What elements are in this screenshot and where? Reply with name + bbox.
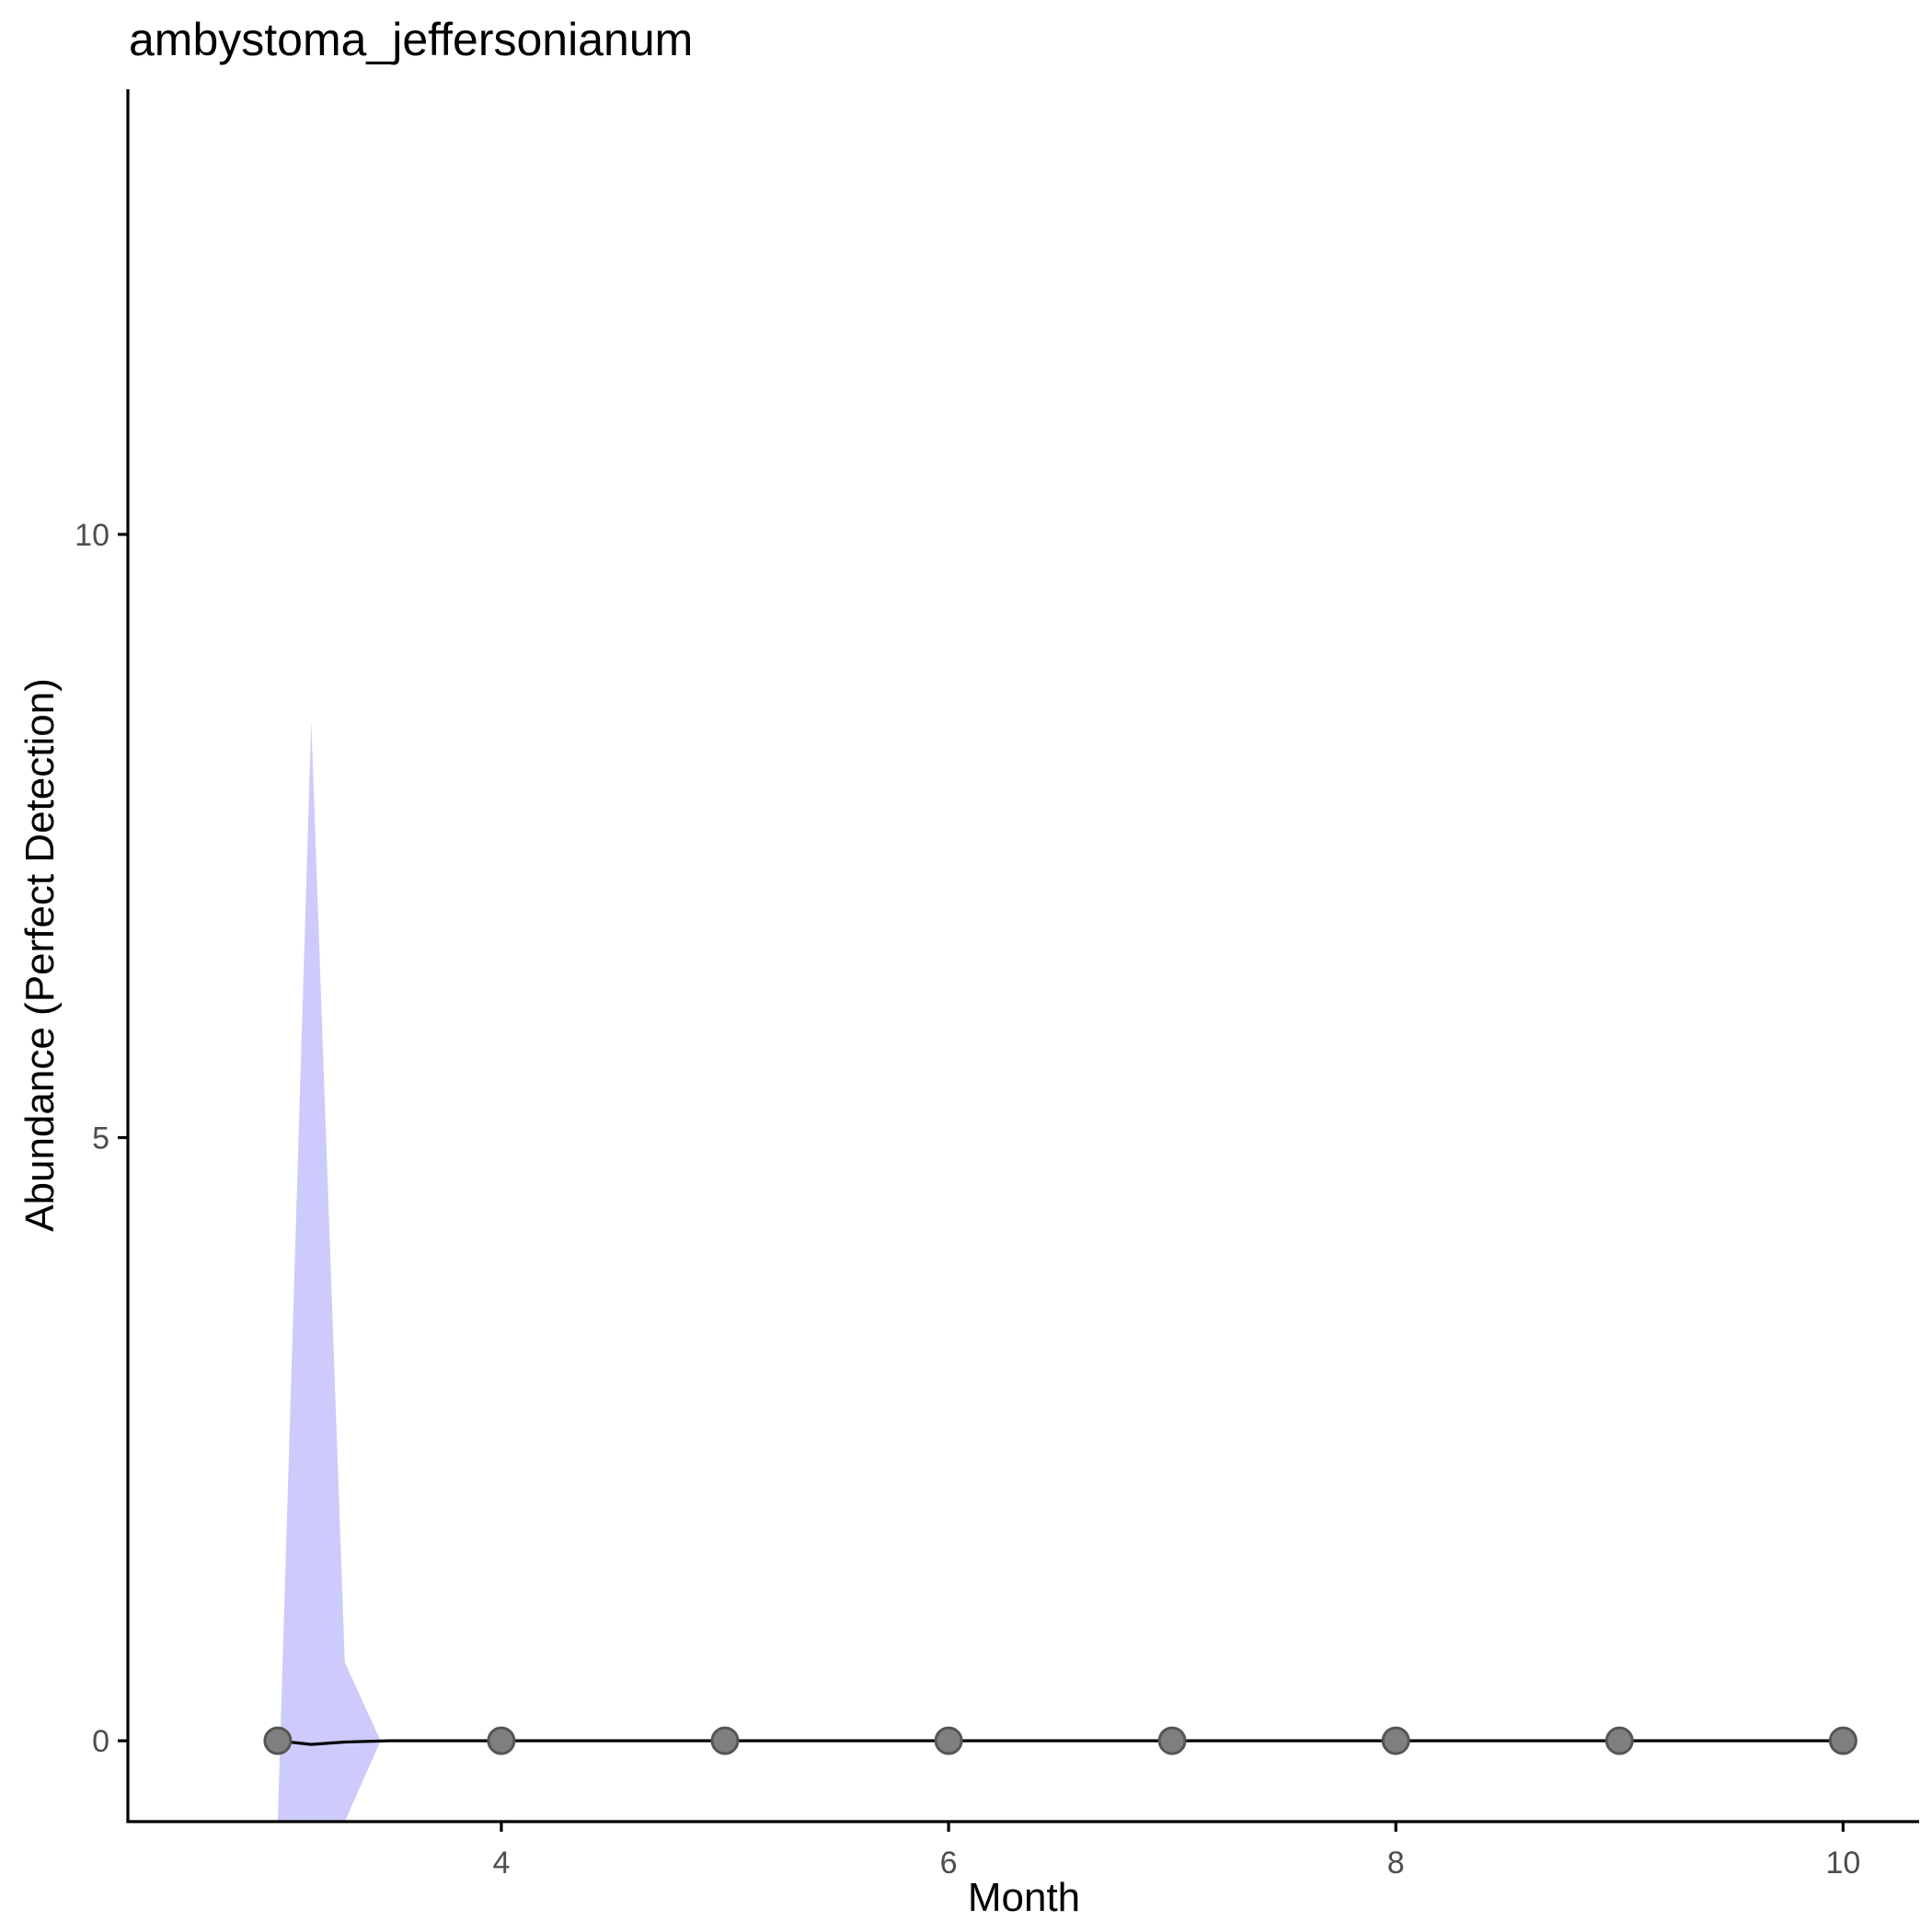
chart-title: ambystoma_jeffersonianum	[129, 14, 693, 65]
axes	[126, 89, 1919, 1823]
x-tick-label: 8	[1387, 1846, 1405, 1880]
plot-area	[263, 721, 1857, 1822]
y-tick-label: 10	[75, 518, 109, 553]
y-tick-label: 0	[92, 1724, 109, 1759]
data-point	[263, 1726, 293, 1755]
data-point	[710, 1726, 740, 1755]
ticks: 4 6 8 10 0 5 10	[75, 518, 1860, 1880]
x-tick-label: 6	[940, 1846, 958, 1880]
data-point	[1604, 1726, 1634, 1755]
data-point	[487, 1726, 516, 1755]
fit-line	[277, 1739, 1844, 1746]
x-tick-label: 4	[492, 1846, 510, 1880]
data-point	[1157, 1726, 1187, 1755]
data-point	[1381, 1726, 1410, 1755]
confidence-ribbon	[277, 721, 412, 1822]
y-axis-title: Abundance (Perfect Detection)	[17, 678, 63, 1232]
data-point	[1828, 1726, 1857, 1755]
y-tick-label: 5	[92, 1121, 109, 1156]
x-tick-label: 10	[1825, 1846, 1860, 1880]
x-axis-title: Month	[968, 1875, 1080, 1920]
data-point	[934, 1726, 963, 1755]
